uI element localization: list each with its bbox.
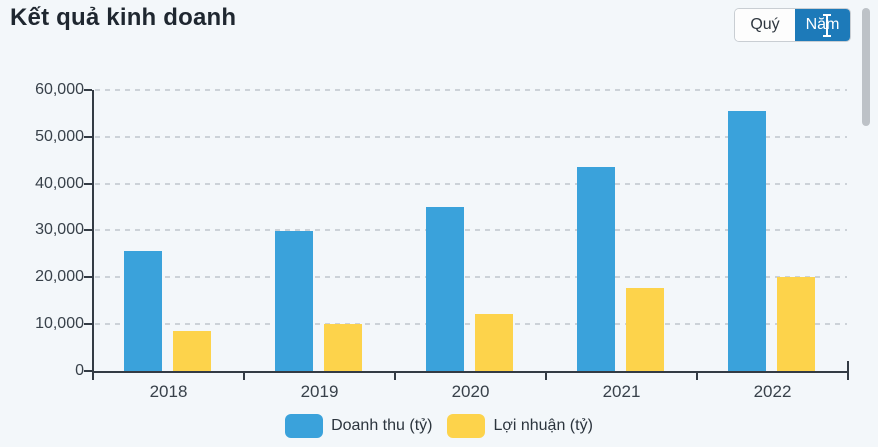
y-axis-label-40,000: 40,000 — [35, 175, 84, 192]
x-axis-tick-3 — [545, 373, 547, 380]
gridline-50,000 — [95, 136, 847, 138]
y-axis-tick-10,000 — [84, 323, 92, 325]
bar-profit-2020[interactable] — [475, 314, 513, 371]
legend-item-profit[interactable]: Lợi nhuận (tỷ) — [447, 414, 593, 438]
y-axis-tick-30,000 — [84, 229, 92, 231]
legend-item-revenue[interactable]: Doanh thu (tỷ) — [285, 414, 432, 438]
revenue-swatch-icon — [285, 414, 324, 438]
gridline-30,000 — [95, 229, 847, 231]
y-axis-label-10,000: 10,000 — [35, 315, 84, 332]
y-axis-tick-0 — [84, 370, 92, 372]
year-button[interactable]: Năm — [795, 9, 850, 41]
x-axis-label-2018: 2018 — [149, 382, 188, 401]
x-axis-line — [92, 371, 849, 373]
gridline-10,000 — [95, 323, 847, 325]
chart-legend: Doanh thu (tỷ) Lợi nhuận (tỷ) — [0, 414, 878, 438]
profit-swatch-icon — [447, 414, 486, 438]
vertical-scrollbar-thumb[interactable] — [862, 8, 870, 126]
text-cursor-icon — [823, 14, 831, 37]
y-axis-tick-50,000 — [84, 136, 92, 138]
bar-revenue-2019[interactable] — [275, 231, 313, 371]
gridline-40,000 — [95, 183, 847, 185]
x-axis-tick-4 — [696, 373, 698, 380]
gridline-60,000 — [95, 89, 847, 91]
x-axis-tick-1 — [243, 373, 245, 380]
y-axis-label-60,000: 60,000 — [35, 81, 84, 98]
y-axis-tick-20,000 — [84, 276, 92, 278]
gridline-20,000 — [95, 276, 847, 278]
x-axis-label-2021: 2021 — [602, 382, 641, 401]
y-axis-label-20,000: 20,000 — [35, 268, 84, 285]
bar-revenue-2022[interactable] — [728, 111, 766, 371]
bar-revenue-2021[interactable] — [577, 167, 615, 371]
period-toggle: Quý Năm — [734, 8, 851, 42]
y-axis-label-30,000: 30,000 — [35, 221, 84, 238]
year-button-label: Năm — [805, 16, 840, 33]
x-axis-end-tick — [847, 361, 849, 371]
x-axis-label-2022: 2022 — [753, 382, 792, 401]
legend-label-revenue: Doanh thu (tỷ) — [331, 417, 433, 434]
x-axis-label-2020: 2020 — [451, 382, 490, 401]
bar-profit-2021[interactable] — [626, 288, 664, 371]
x-axis-tick-2 — [394, 373, 396, 380]
bar-revenue-2018[interactable] — [124, 251, 162, 371]
y-axis-label-50,000: 50,000 — [35, 128, 84, 145]
bar-profit-2019[interactable] — [324, 324, 362, 371]
y-axis-tick-40,000 — [84, 183, 92, 185]
x-axis-tick-5 — [847, 373, 849, 380]
y-axis-tick-60,000 — [84, 89, 92, 91]
legend-label-profit: Lợi nhuận (tỷ) — [493, 417, 593, 434]
x-axis-label-2019: 2019 — [300, 382, 339, 401]
y-axis-line — [92, 90, 94, 373]
y-axis-label-0: 0 — [75, 362, 84, 379]
quarter-button[interactable]: Quý — [735, 9, 795, 41]
page-title: Kết quả kinh doanh — [10, 4, 237, 31]
x-axis-tick-0 — [92, 373, 94, 380]
bar-profit-2022[interactable] — [777, 277, 815, 371]
bar-revenue-2020[interactable] — [426, 207, 464, 371]
bar-profit-2018[interactable] — [173, 331, 211, 371]
